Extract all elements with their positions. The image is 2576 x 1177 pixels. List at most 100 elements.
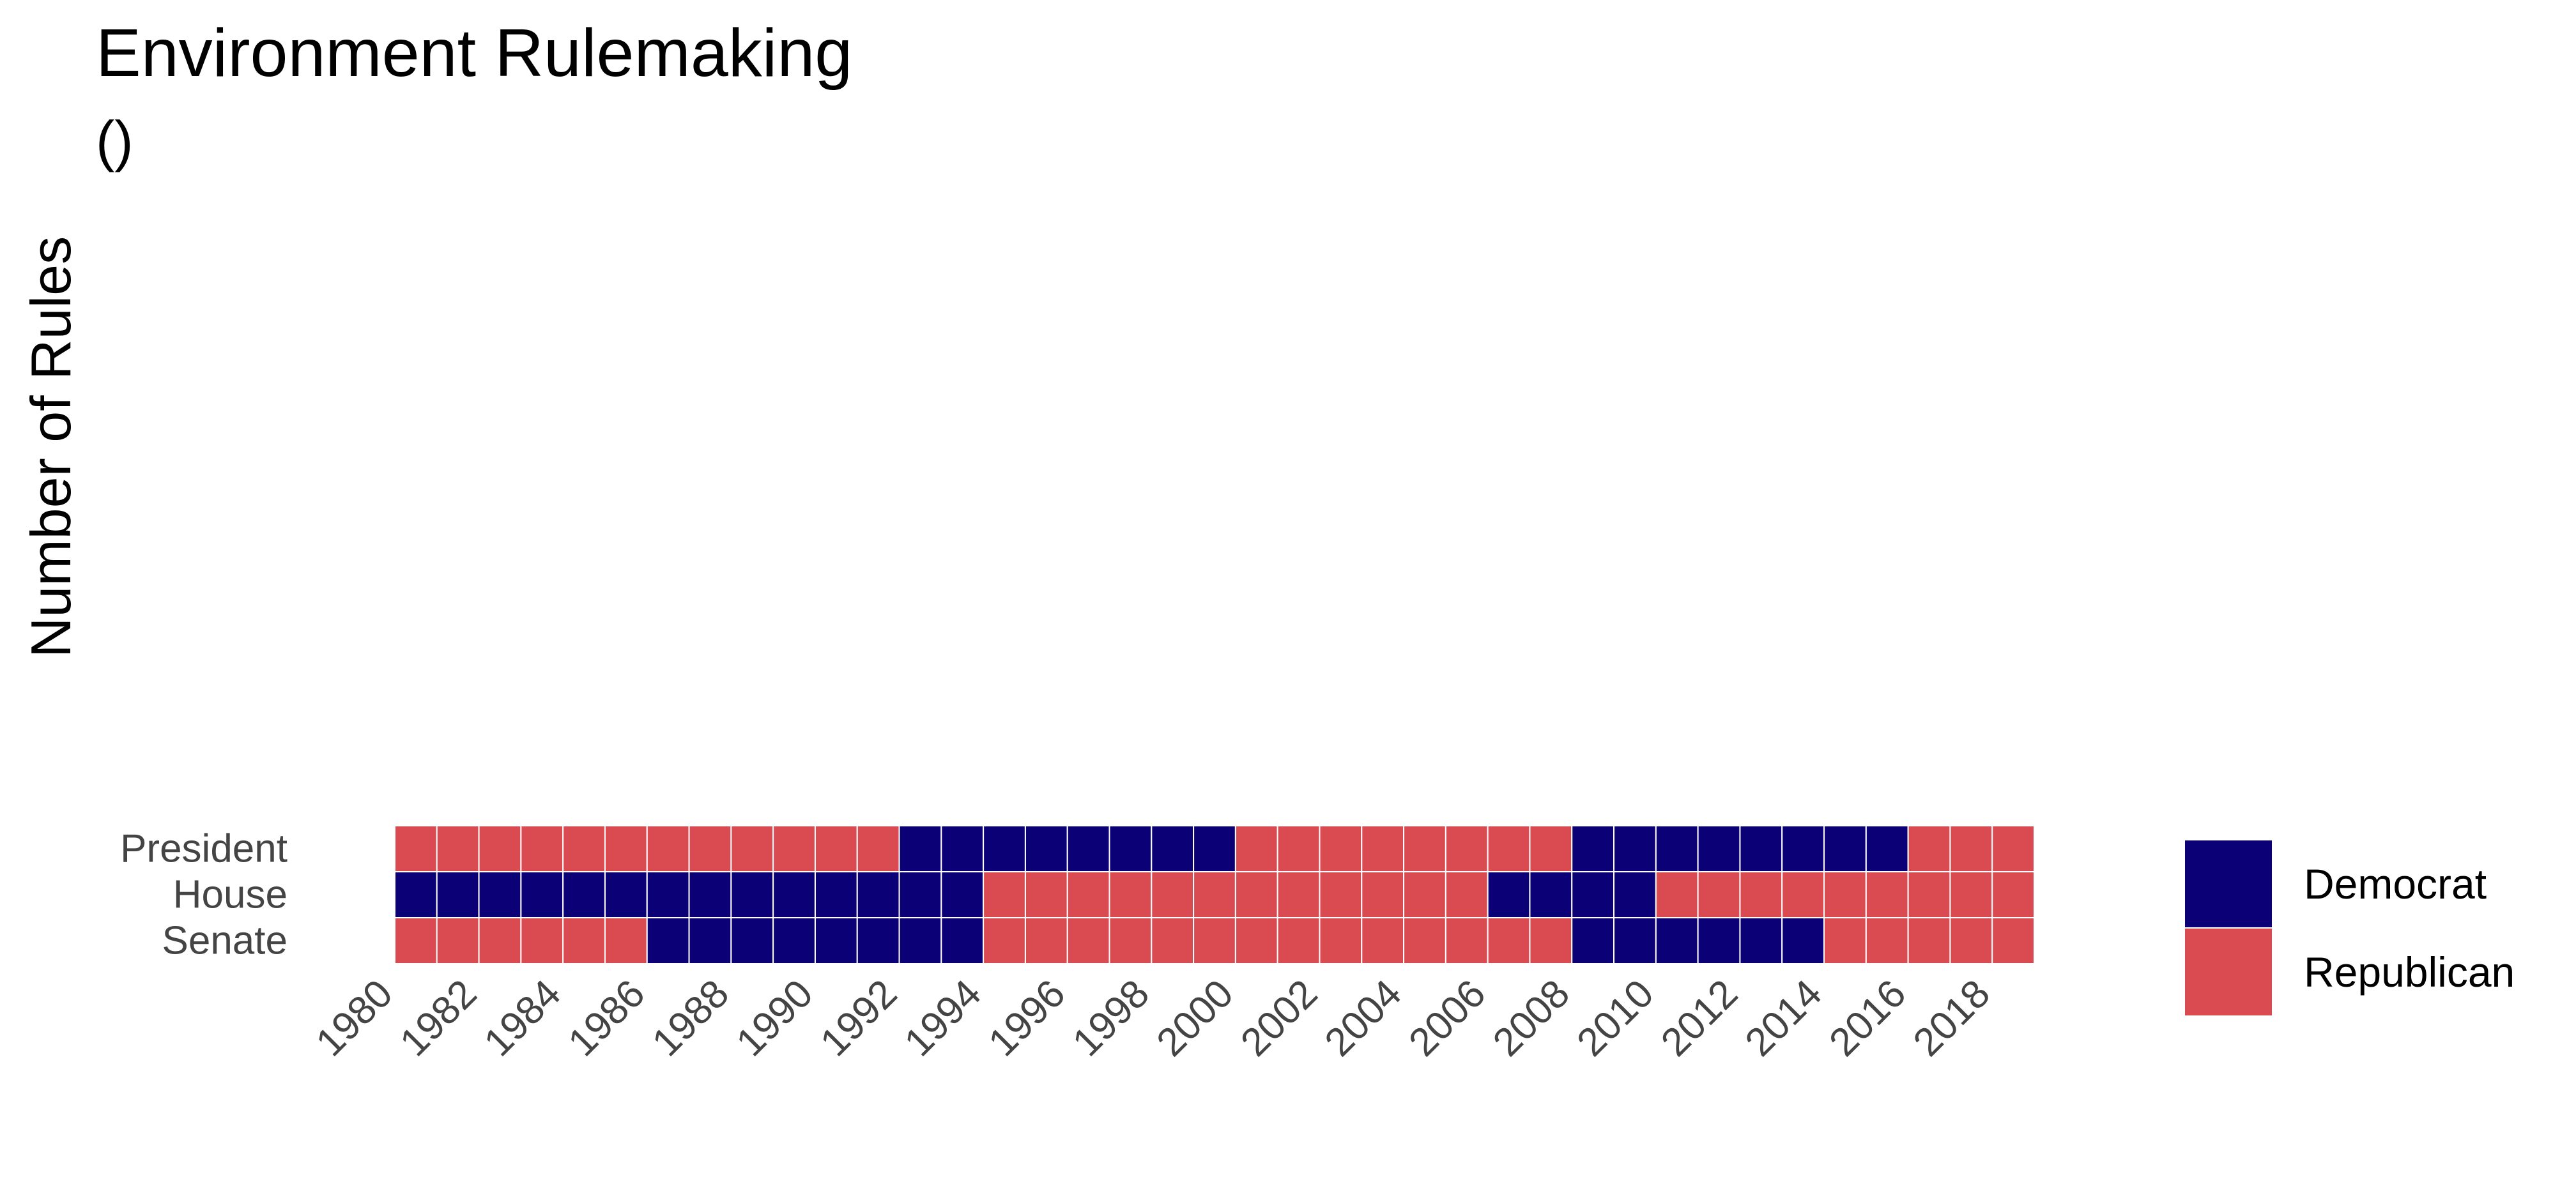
cell-president-1980 [394,825,438,872]
cell-senate-1985 [604,917,648,964]
cell-president-2017 [1949,825,1993,872]
cell-senate-1994 [983,917,1026,964]
cell-senate-2003 [1361,917,1405,964]
cell-senate-1983 [520,917,564,964]
cell-senate-2014 [1823,917,1867,964]
cell-house-2009 [1613,871,1657,918]
cell-senate-2012 [1739,917,1783,964]
cell-president-1988 [730,825,774,872]
cell-house-2014 [1823,871,1867,918]
cell-senate-1990 [814,917,858,964]
cell-house-1990 [814,871,858,918]
cell-president-1987 [688,825,732,872]
row-label-president: President [120,827,288,871]
cell-senate-2001 [1276,917,1321,964]
cell-president-2016 [1907,825,1951,872]
cell-president-1991 [856,825,900,872]
cell-president-2010 [1655,825,1699,872]
cell-president-1983 [520,825,564,872]
cell-president-2003 [1361,825,1405,872]
cell-house-2003 [1361,871,1405,918]
x-tick-1984: 1984 [476,971,569,1065]
cell-president-1985 [604,825,648,872]
cell-president-1989 [772,825,816,872]
cell-senate-1982 [478,917,522,964]
cell-senate-1988 [730,917,774,964]
cell-house-2004 [1403,871,1446,918]
x-tick-1986: 1986 [560,971,653,1065]
cell-senate-2018 [1991,917,2035,964]
cell-house-1996 [1066,871,1110,918]
cell-house-2015 [1865,871,1909,918]
cell-house-2001 [1276,871,1321,918]
cell-president-1998 [1151,825,1195,872]
cell-president-1982 [478,825,522,872]
x-tick-2018: 2018 [1905,971,1998,1065]
legend-item-democrat: Democrat [2185,840,2515,928]
cell-president-2002 [1319,825,1363,872]
x-tick-2000: 2000 [1148,971,1241,1065]
cell-house-1980 [394,871,438,918]
cell-senate-1981 [436,917,480,964]
row-label-house: House [173,873,288,917]
cell-president-1993 [940,825,985,872]
cell-senate-1992 [898,917,942,964]
cell-senate-1993 [940,917,985,964]
cell-senate-2009 [1613,917,1657,964]
cell-house-2006 [1487,871,1531,918]
cell-house-1993 [940,871,985,918]
cell-senate-1995 [1024,917,1068,964]
x-tick-1980: 1980 [308,971,401,1065]
cell-president-1986 [646,825,690,872]
cell-president-1981 [436,825,480,872]
cell-president-1984 [562,825,606,872]
x-tick-2004: 2004 [1317,971,1410,1065]
cell-house-1981 [436,871,480,918]
cell-senate-2005 [1445,917,1489,964]
legend-key-democrat [2185,840,2272,927]
x-tick-1988: 1988 [644,971,737,1065]
cell-house-2013 [1781,871,1825,918]
cell-senate-1986 [646,917,690,964]
x-tick-2010: 2010 [1568,971,1662,1065]
cell-house-2017 [1949,871,1993,918]
cell-president-2012 [1739,825,1783,872]
cell-house-1989 [772,871,816,918]
cell-house-2018 [1991,871,2035,918]
cell-president-1999 [1193,825,1236,872]
cell-president-2000 [1234,825,1278,872]
x-tick-1982: 1982 [392,971,485,1065]
cell-house-1987 [688,871,732,918]
cell-senate-1987 [688,917,732,964]
x-tick-2012: 2012 [1653,971,1746,1065]
cell-president-1995 [1024,825,1068,872]
cell-president-2013 [1781,825,1825,872]
cell-house-1984 [562,871,606,918]
x-tick-1990: 1990 [728,971,822,1065]
x-tick-1992: 1992 [812,971,905,1065]
cell-house-2000 [1234,871,1278,918]
row-label-senate: Senate [162,919,288,963]
cell-senate-2016 [1907,917,1951,964]
cell-president-2014 [1823,825,1867,872]
cell-president-2009 [1613,825,1657,872]
cell-senate-2015 [1865,917,1909,964]
x-tick-1996: 1996 [980,971,1073,1065]
cell-house-1982 [478,871,522,918]
x-tick-2006: 2006 [1400,971,1494,1065]
cell-senate-1980 [394,917,438,964]
heatmap-cells [394,825,2035,964]
legend-item-republican: Republican [2185,928,2515,1016]
cell-senate-2010 [1655,917,1699,964]
cell-president-1992 [898,825,942,872]
cell-senate-1989 [772,917,816,964]
cell-president-2011 [1697,825,1741,872]
legend-key-republican [2185,929,2272,1015]
cell-president-1996 [1066,825,1110,872]
cell-house-2008 [1571,871,1615,918]
cell-president-2007 [1529,825,1573,872]
cell-president-2004 [1403,825,1446,872]
cell-president-2008 [1571,825,1615,872]
